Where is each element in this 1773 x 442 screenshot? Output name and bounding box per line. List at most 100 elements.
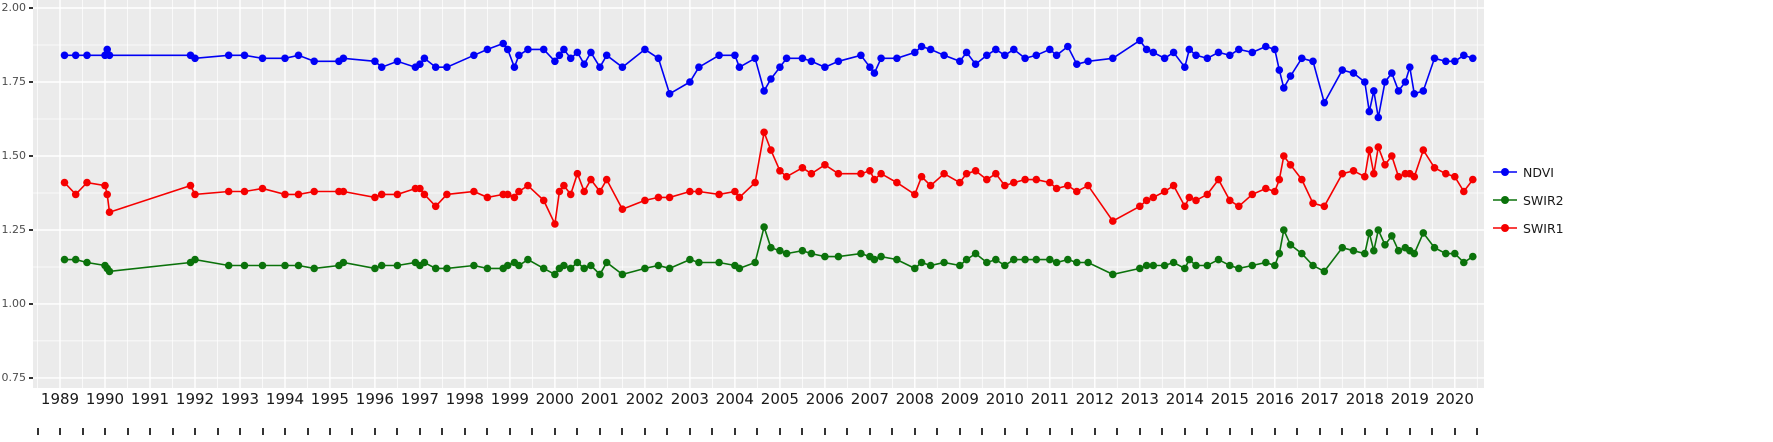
series-point-SWIR2 <box>926 261 935 270</box>
x-axis-tick-mark <box>261 428 264 435</box>
series-point-SWIR2 <box>1046 255 1054 264</box>
series-point-SWIR1 <box>1451 172 1459 181</box>
legend-label: SWIR1 <box>1523 220 1564 236</box>
series-point-SWIR1 <box>665 193 674 202</box>
series-point-SWIR2 <box>1235 264 1243 273</box>
legend-key-icon <box>1492 163 1518 181</box>
x-axis-tick-mark <box>1251 428 1254 435</box>
x-axis-tick-mark <box>643 428 646 435</box>
series-point-SWIR1 <box>566 190 575 199</box>
x-axis-tick-mark <box>239 428 241 435</box>
x-axis-tick-mark <box>1453 428 1456 435</box>
series-point-NDVI <box>191 54 199 63</box>
series-point-SWIR2 <box>1338 243 1347 252</box>
series-point-SWIR2 <box>515 261 523 270</box>
series-point-SWIR1 <box>1142 196 1151 205</box>
x-axis-tick-mark <box>1273 428 1276 435</box>
series-point-SWIR2 <box>821 252 829 261</box>
series-point-NDVI <box>71 51 80 60</box>
series-point-SWIR2 <box>911 264 919 273</box>
series-point-SWIR2 <box>992 255 1000 264</box>
series-point-NDVI <box>1203 54 1212 63</box>
x-tick-label: 2006 <box>805 390 844 408</box>
series-point-SWIR2 <box>798 246 807 255</box>
series-point-SWIR2 <box>587 261 595 270</box>
series-point-NDVI <box>420 54 429 63</box>
series-point-NDVI <box>510 63 519 71</box>
series-point-SWIR1 <box>1430 164 1439 172</box>
x-tick-label: 1995 <box>310 390 349 408</box>
x-axis-tick-mark <box>508 428 511 435</box>
plot-panel <box>33 0 1484 388</box>
series-point-NDVI <box>654 54 663 63</box>
series-point-SWIR1 <box>443 190 451 199</box>
x-axis-tick-mark <box>306 428 309 435</box>
x-axis-tick-mark <box>463 428 466 435</box>
x-tick-label: 2005 <box>760 390 799 408</box>
x-axis-tick-mark <box>1341 428 1344 435</box>
series-point-NDVI <box>1149 48 1158 57</box>
series-point-NDVI <box>1349 69 1358 77</box>
x-axis-tick-mark <box>396 428 399 435</box>
series-point-SWIR1 <box>470 187 478 196</box>
series-point-NDVI <box>1286 72 1295 80</box>
legend-label: SWIR2 <box>1523 192 1564 208</box>
series-point-NDVI <box>1136 36 1144 45</box>
x-tick-label: 2020 <box>1435 390 1474 408</box>
series-point-SWIR1 <box>1262 184 1270 193</box>
series-point-NDVI <box>1032 51 1041 60</box>
series-point-NDVI <box>1046 45 1054 54</box>
x-tick-label: 2015 <box>1210 390 1249 408</box>
series-point-SWIR2 <box>1073 258 1081 267</box>
x-tick-label: 2010 <box>985 390 1024 408</box>
series-point-SWIR1 <box>767 146 775 154</box>
x-axis-tick-mark <box>59 428 61 435</box>
series-point-NDVI <box>1275 66 1284 74</box>
series-point-SWIR1 <box>821 161 829 169</box>
x-axis-tick-mark <box>1386 428 1389 435</box>
series-point-SWIR2 <box>573 258 582 267</box>
series-point-SWIR1 <box>83 178 91 187</box>
series-point-SWIR2 <box>751 258 759 267</box>
x-tick-label: 1989 <box>40 390 80 408</box>
series-point-SWIR2 <box>962 255 971 264</box>
series-point-SWIR1 <box>310 187 319 196</box>
series-point-SWIR1 <box>893 178 901 187</box>
x-tick-label: 2019 <box>1390 390 1429 408</box>
x-axis-tick-mark <box>688 428 691 435</box>
x-axis-tick-mark <box>328 428 331 435</box>
x-axis-tick-mark <box>1296 428 1299 435</box>
series-point-NDVI <box>751 54 759 63</box>
series-point-SWIR1 <box>587 175 595 184</box>
x-axis-tick-mark <box>846 428 849 435</box>
series-point-SWIR2 <box>1419 229 1428 237</box>
series-point-SWIR2 <box>1298 249 1306 258</box>
series-point-NDVI <box>416 60 424 68</box>
series-point-NDVI <box>1460 51 1468 60</box>
x-axis-tick-mark <box>1116 428 1119 435</box>
series-point-SWIR2 <box>1160 261 1169 270</box>
series-point-SWIR2 <box>602 258 611 267</box>
series-point-SWIR2 <box>618 270 627 279</box>
series-point-SWIR1 <box>1365 146 1374 154</box>
series-point-SWIR1 <box>1021 175 1029 184</box>
series-point-SWIR1 <box>1349 167 1358 175</box>
series-point-SWIR2 <box>1064 255 1072 264</box>
legend-item-SWIR1: SWIR1 <box>1492 214 1582 242</box>
x-axis-tick-mark <box>36 428 39 435</box>
series-point-SWIR1 <box>1370 169 1378 178</box>
series-point-NDVI <box>1160 54 1169 63</box>
series-point-SWIR2 <box>971 249 980 258</box>
series-point-NDVI <box>782 54 791 63</box>
series-point-SWIR2 <box>1286 241 1295 249</box>
y-tick-label: 1.75 <box>1 74 27 88</box>
x-axis-tick-mark <box>418 428 421 435</box>
series-point-SWIR1 <box>776 167 784 175</box>
series-point-SWIR2 <box>760 223 768 231</box>
series-point-SWIR1 <box>191 190 199 199</box>
x-axis-tick-mark <box>104 428 106 435</box>
series-point-SWIR1 <box>618 205 627 213</box>
series-point-SWIR1 <box>580 187 588 196</box>
y-tick-label: 1.25 <box>1 222 27 236</box>
